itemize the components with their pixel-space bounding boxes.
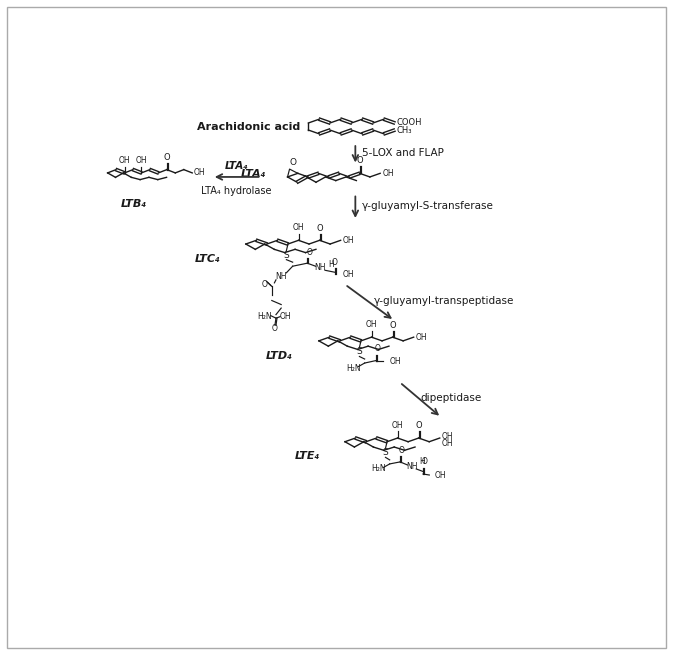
Text: NH: NH xyxy=(314,263,326,272)
Text: O: O xyxy=(332,257,338,267)
Text: Arachidonic acid: Arachidonic acid xyxy=(197,122,301,132)
Text: OH: OH xyxy=(435,470,446,479)
Text: COOH: COOH xyxy=(397,119,422,128)
Text: OH: OH xyxy=(382,169,394,178)
Text: O: O xyxy=(398,446,404,455)
Text: OH: OH xyxy=(293,223,304,233)
Text: O: O xyxy=(262,280,268,289)
Text: O: O xyxy=(415,421,422,430)
Text: O: O xyxy=(374,345,380,354)
Text: H₂N: H₂N xyxy=(371,464,386,474)
Text: γ-gluyamyl-transpeptidase: γ-gluyamyl-transpeptidase xyxy=(374,295,514,305)
Text: LTA₄: LTA₄ xyxy=(225,161,248,171)
Text: OH: OH xyxy=(389,356,401,365)
Text: O: O xyxy=(356,157,363,165)
Text: O: O xyxy=(289,158,296,166)
Text: NH: NH xyxy=(406,462,417,472)
Text: OH: OH xyxy=(365,320,378,329)
Text: OH: OH xyxy=(343,236,355,245)
Text: O: O xyxy=(389,320,396,329)
Text: LTA₄ hydrolase: LTA₄ hydrolase xyxy=(201,186,272,196)
Text: S: S xyxy=(383,448,388,457)
Text: CH₃: CH₃ xyxy=(397,126,413,134)
Text: S: S xyxy=(357,347,362,356)
Text: OH: OH xyxy=(279,312,291,321)
Text: OH: OH xyxy=(392,421,403,430)
Text: OH: OH xyxy=(194,168,205,177)
Text: O: O xyxy=(164,153,170,162)
Text: S: S xyxy=(283,251,289,259)
Text: H: H xyxy=(328,259,334,269)
Text: O: O xyxy=(271,324,277,333)
Text: OH: OH xyxy=(416,333,427,342)
Text: O: O xyxy=(421,457,427,466)
Text: LTC₄: LTC₄ xyxy=(195,254,221,264)
Text: H₂N: H₂N xyxy=(346,364,361,373)
Text: γ-gluyamyl-S-transferase: γ-gluyamyl-S-transferase xyxy=(361,201,493,211)
Text: O: O xyxy=(306,248,312,257)
Text: OH: OH xyxy=(118,157,131,165)
Text: H₂N: H₂N xyxy=(257,312,272,321)
Text: 5-LOX and FLAP: 5-LOX and FLAP xyxy=(361,148,444,159)
Text: OH: OH xyxy=(442,439,454,447)
Text: LTD₄: LTD₄ xyxy=(266,351,293,361)
Text: OH: OH xyxy=(136,157,147,165)
Text: OH: OH xyxy=(343,271,355,279)
Text: LTA₄: LTA₄ xyxy=(241,170,267,179)
Text: H: H xyxy=(419,457,425,466)
Text: LTE₄: LTE₄ xyxy=(295,451,320,461)
Text: O: O xyxy=(316,224,323,233)
Text: LTB₄: LTB₄ xyxy=(120,198,147,209)
Text: OH: OH xyxy=(442,432,454,441)
Text: NH: NH xyxy=(275,272,287,281)
Text: dipeptidase: dipeptidase xyxy=(421,393,482,403)
